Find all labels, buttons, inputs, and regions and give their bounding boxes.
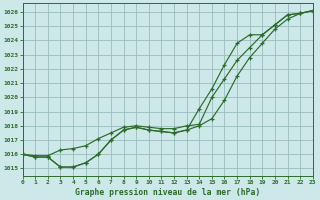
X-axis label: Graphe pression niveau de la mer (hPa): Graphe pression niveau de la mer (hPa) xyxy=(75,188,260,197)
